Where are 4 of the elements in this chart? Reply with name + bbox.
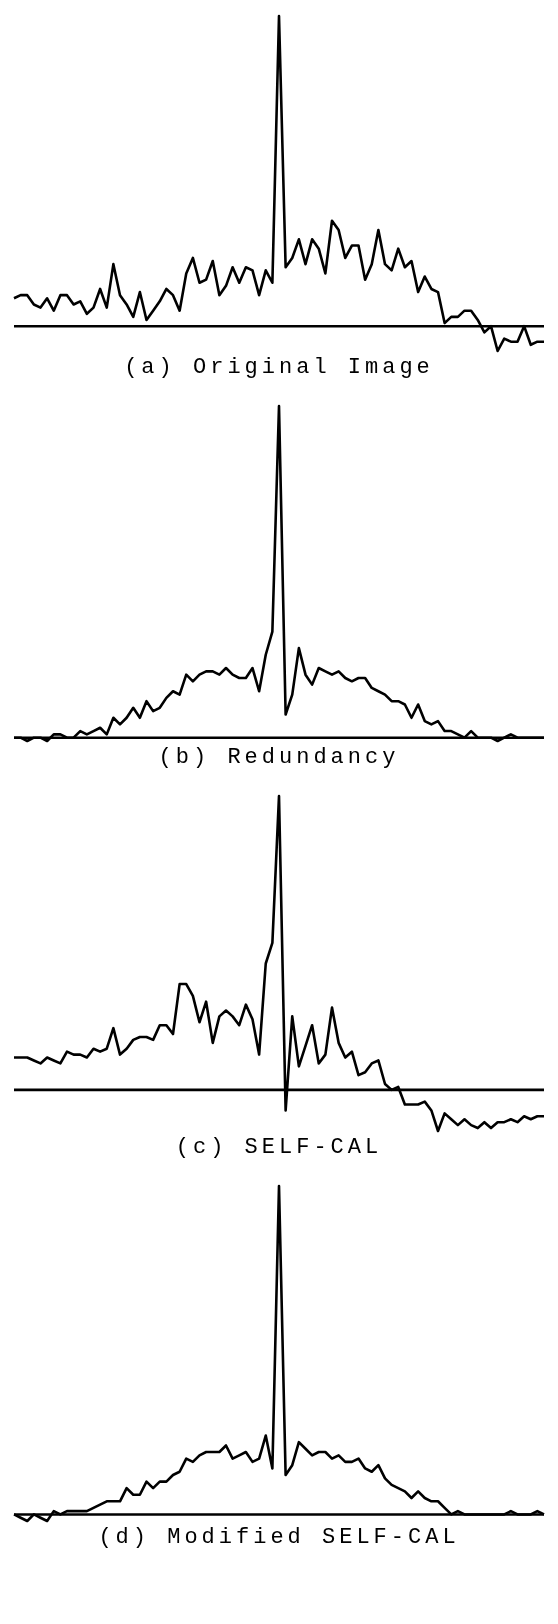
text: (b) Redundancy	[157, 745, 401, 770]
text: (c) SELF-CAL	[174, 1135, 384, 1160]
text: (d) Modified SELF-CAL	[97, 1525, 461, 1550]
text: (a) Original Image	[123, 355, 435, 380]
